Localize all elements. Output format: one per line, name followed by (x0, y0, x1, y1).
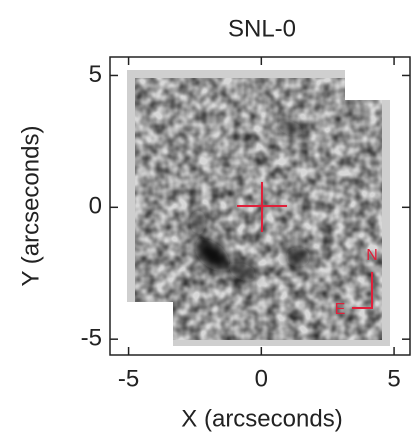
x-tick-label: 0 (255, 365, 268, 392)
compass (352, 272, 373, 309)
y-tick-label: 5 (89, 61, 102, 88)
plot-frame (109, 56, 411, 356)
x-axis-label: X (arcseconds) (181, 405, 342, 432)
compass-north: N (366, 247, 378, 264)
x-tick-label: -5 (118, 365, 139, 392)
y-axis-label: Y (arcseconds) (17, 126, 44, 287)
chart-title: SNL-0 (228, 15, 296, 42)
x-tick-label: 5 (387, 365, 400, 392)
center-marker (237, 182, 287, 232)
image-field (127, 70, 390, 346)
y-tick-label: -5 (81, 325, 102, 352)
compass-east: E (335, 301, 346, 318)
y-tick-label: 0 (89, 193, 102, 220)
